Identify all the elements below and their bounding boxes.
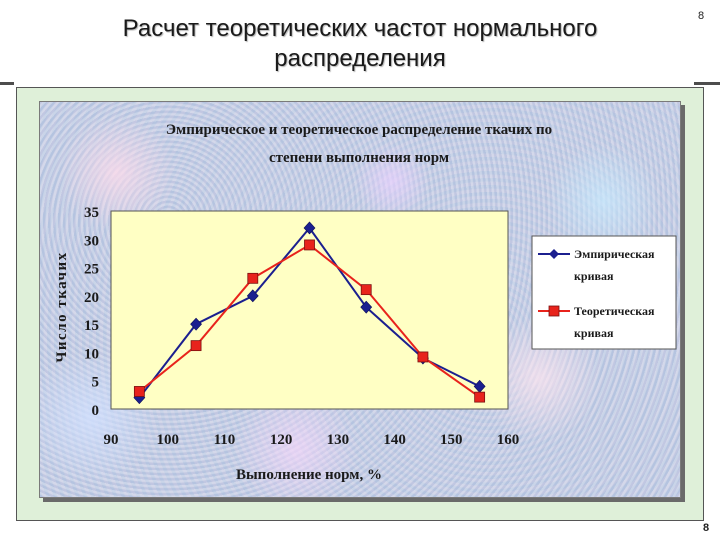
page-number-top: 8 [698, 10, 705, 22]
point-theoretical [190, 340, 202, 352]
x-tick-label: 130 [327, 432, 350, 448]
legend-label-empirical-line2: кривая [574, 269, 614, 283]
legend-label-empirical-line1: Эмпирическая [574, 247, 655, 261]
point-empirical [190, 317, 202, 331]
legend-marker-empirical [549, 249, 559, 259]
y-tick-label: 30 [84, 233, 99, 249]
series-layer [133, 221, 486, 405]
point-theoretical [247, 272, 259, 284]
point-theoretical [133, 386, 145, 397]
x-tick-label: 140 [383, 432, 406, 448]
y-tick-label: 25 [84, 262, 99, 278]
legend-label-theoretical-line1: Теоретическая [574, 304, 655, 318]
title-divider-left [0, 82, 14, 85]
x-axis-ticks: 90 100 110 120 130 140 150 160 [104, 432, 520, 448]
y-tick-label: 10 [84, 346, 99, 362]
x-tick-label: 160 [497, 432, 520, 448]
legend: Эмпирическая кривая Теоретическая кривая [531, 235, 677, 350]
x-tick-label: 150 [440, 432, 463, 448]
chart-title-line2: степени выполнения норм [269, 150, 449, 166]
x-tick-label: 90 [104, 432, 119, 448]
legend-marker-theoretical [548, 305, 560, 317]
point-theoretical [360, 284, 372, 296]
point-theoretical [417, 351, 429, 363]
legend-label-theoretical-line2: кривая [574, 326, 614, 340]
y-tick-label: 20 [84, 290, 99, 306]
x-tick-label: 120 [270, 432, 293, 448]
point-theoretical [304, 239, 315, 251]
page-number-bottom: 8 [703, 522, 710, 534]
y-axis-ticks: 0 5 10 15 20 25 30 35 [84, 205, 99, 419]
point-empirical [246, 289, 259, 303]
y-axis-label: Число ткачих [54, 251, 70, 362]
slide-title-line2: распределения [274, 45, 446, 72]
slide-title: Расчет теоретических частот нормального … [40, 14, 680, 74]
y-tick-label: 15 [84, 318, 99, 334]
chart-title-line1: Эмпирическое и теоретическое распределен… [166, 122, 552, 138]
x-tick-label: 110 [214, 432, 236, 448]
y-tick-label: 0 [92, 403, 100, 419]
slide-title-line1: Расчет теоретических частот нормального [122, 15, 598, 42]
title-divider-right [694, 82, 720, 85]
point-theoretical [474, 391, 486, 403]
x-axis-label: Выполнение норм, % [236, 467, 382, 483]
y-tick-label: 5 [92, 375, 100, 391]
point-empirical [303, 221, 316, 235]
x-tick-label: 100 [156, 432, 179, 448]
point-empirical [360, 300, 373, 314]
y-tick-label: 35 [84, 205, 99, 221]
